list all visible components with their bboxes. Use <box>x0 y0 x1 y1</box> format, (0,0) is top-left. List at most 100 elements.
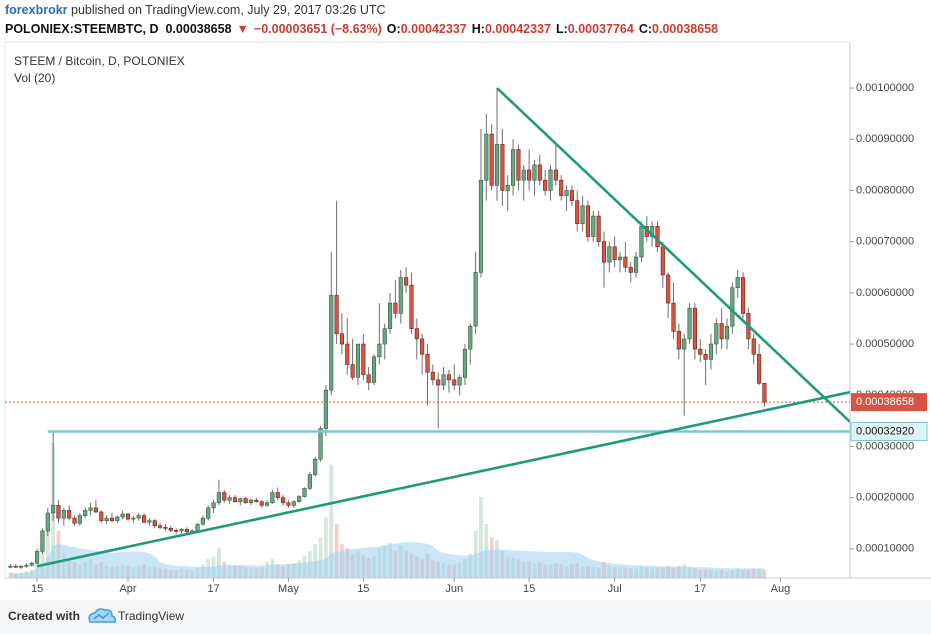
candle-body <box>569 190 574 202</box>
candle-body <box>206 507 211 519</box>
candle-body <box>302 488 307 497</box>
candle-body <box>687 307 692 340</box>
candle-body <box>275 492 280 498</box>
price: 0.00038658 <box>165 22 231 36</box>
volume-bar <box>8 572 13 578</box>
candle-body <box>580 205 585 225</box>
candle-body <box>270 492 275 504</box>
candle-body <box>409 284 414 329</box>
ohlc-label: O: <box>387 22 401 36</box>
candle-body <box>628 266 633 273</box>
candle-body <box>109 517 115 521</box>
ohlc-value: 0.00042337 <box>485 22 551 36</box>
candle-body <box>735 277 740 289</box>
trendline <box>36 390 850 568</box>
candle-body <box>757 353 762 384</box>
candle-body <box>414 328 419 340</box>
candle-body <box>398 277 403 314</box>
x-tick-label: 15 <box>31 583 43 595</box>
candle-body <box>682 338 687 350</box>
x-tick-label: 15 <box>523 583 535 595</box>
candle-body <box>521 169 526 181</box>
candle-body <box>254 499 259 503</box>
footer-brand[interactable]: TradingView <box>118 609 184 623</box>
candle-body <box>666 274 671 304</box>
volume-title: Vol (20) <box>14 71 55 85</box>
candle-body <box>345 343 350 365</box>
candle-body <box>484 133 489 181</box>
candle-body <box>24 564 29 567</box>
last-price-box <box>851 393 927 412</box>
hline-box <box>850 421 928 441</box>
candle-body <box>259 501 264 506</box>
candle-body <box>51 505 56 514</box>
candle-body <box>329 295 334 391</box>
candle-body <box>371 356 377 383</box>
candle-body <box>313 458 318 475</box>
candle-body <box>430 371 435 381</box>
ohlc-label: L: <box>556 22 568 36</box>
candle-body <box>281 497 286 504</box>
candle-body <box>318 428 323 460</box>
logo-line <box>93 612 110 620</box>
candle-body <box>147 520 152 523</box>
x-tick-label: Jun <box>445 583 463 595</box>
footer-created: Created with <box>8 609 80 623</box>
x-tick-label: May <box>278 583 299 595</box>
candle-body <box>334 295 339 335</box>
y-tick-label: 0.00010000 <box>856 543 914 555</box>
candle-body <box>158 525 163 528</box>
logo-cloud <box>88 608 116 623</box>
candle-body <box>200 517 205 525</box>
x-tick-label: Apr <box>119 583 136 595</box>
candle-body <box>227 497 232 501</box>
candle-body <box>692 307 697 350</box>
candle-body <box>634 256 639 273</box>
candle-body <box>564 190 569 196</box>
ohlc-label: C: <box>639 22 652 36</box>
candle-body <box>18 565 24 568</box>
candle-body <box>601 241 607 263</box>
candle-body <box>404 277 409 286</box>
candle-body <box>40 530 45 552</box>
candle-body <box>548 169 553 191</box>
candle-body <box>500 144 505 191</box>
volume-bar <box>45 517 50 578</box>
candle-body <box>596 215 601 242</box>
candle-body <box>420 338 425 355</box>
candle-body <box>655 225 660 248</box>
ohlc-value: 0.00037764 <box>568 22 634 36</box>
ohlc-value: 0.00042337 <box>401 22 467 36</box>
candle-body <box>708 343 714 360</box>
candle-body <box>446 374 451 381</box>
candle-body <box>751 338 756 355</box>
candle-body <box>291 501 296 506</box>
candle-body <box>511 149 516 186</box>
tradingview-logo[interactable] <box>88 608 116 623</box>
candle-body <box>719 323 724 340</box>
footer-bar <box>0 600 931 634</box>
candle-body <box>553 169 558 181</box>
candle-body <box>163 527 168 529</box>
x-tick-label: 15 <box>357 583 369 595</box>
candle-body <box>575 200 580 225</box>
arrow: ▼ <box>237 22 249 36</box>
candle-body <box>355 343 361 378</box>
candle-body <box>425 353 430 373</box>
x-tick-label: 17 <box>694 583 706 595</box>
candle-body <box>120 513 125 518</box>
last-price-label: 0.00038658 <box>856 396 914 408</box>
publish-line: forexbrokr published on TradingView.com,… <box>5 3 386 17</box>
candle-body <box>29 562 34 566</box>
author[interactable]: forexbrokr <box>5 3 68 17</box>
candle-body <box>703 353 708 360</box>
candle-body <box>67 510 72 519</box>
candle-body <box>99 511 104 521</box>
candle-body <box>436 379 441 386</box>
x-tick-label: 17 <box>207 583 219 595</box>
published: published on TradingView.com, July 29, 2… <box>68 3 386 17</box>
candle-body <box>248 499 254 504</box>
candle-body <box>452 379 457 386</box>
